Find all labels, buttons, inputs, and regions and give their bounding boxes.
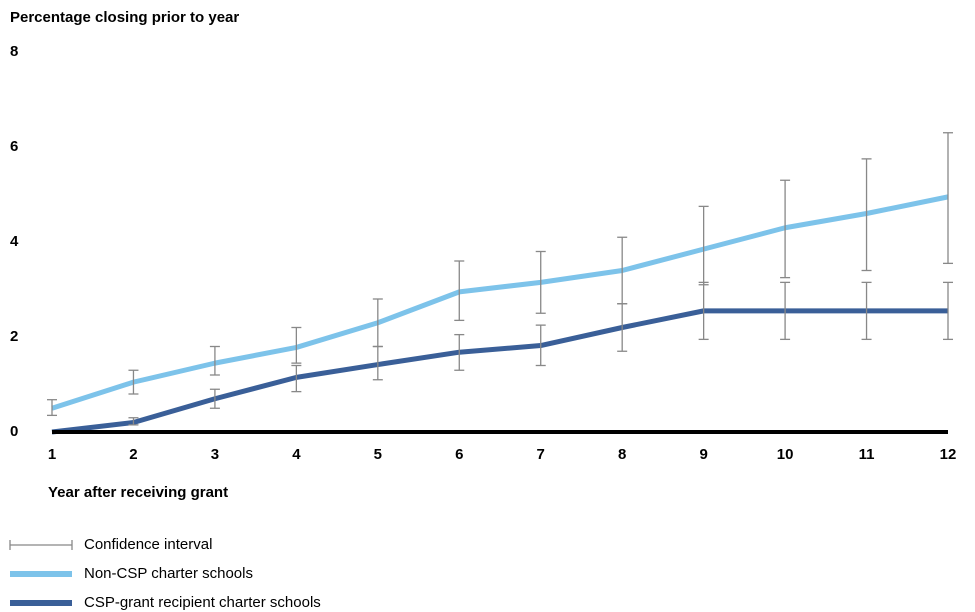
series-line <box>51 194 949 411</box>
error-bar <box>780 281 791 341</box>
x-tick-label: 2 <box>129 446 137 463</box>
y-axis-title: Percentage closing prior to year <box>10 9 239 26</box>
error-bar <box>943 281 953 341</box>
error-bar <box>291 364 302 393</box>
error-bar <box>535 324 546 367</box>
x-tick-label: 7 <box>537 446 545 463</box>
legend-label: CSP-grant recipient charter schools <box>84 594 321 611</box>
x-tick-label: 11 <box>859 446 875 463</box>
x-tick-label: 8 <box>618 446 626 463</box>
error-bar <box>128 417 139 426</box>
error-bar <box>454 260 465 322</box>
error-bar <box>861 158 872 272</box>
error-bar <box>698 205 709 286</box>
error-bar <box>47 399 57 417</box>
x-tick-label: 1 <box>48 446 56 463</box>
y-tick-label: 8 <box>10 43 18 60</box>
y-tick-label: 4 <box>10 233 19 250</box>
error-bar <box>372 345 383 381</box>
y-tick-label: 2 <box>10 328 18 345</box>
x-tick-label: 4 <box>292 446 301 463</box>
error-bar <box>128 369 139 395</box>
error-bar <box>861 281 872 341</box>
x-axis-title: Year after receiving grant <box>48 484 228 501</box>
legend-label: Confidence interval <box>84 536 212 553</box>
error-bar <box>943 132 953 265</box>
error-bar <box>780 179 791 279</box>
y-tick-label: 0 <box>10 423 18 440</box>
error-bar <box>535 250 546 314</box>
y-tick-label: 6 <box>10 138 18 155</box>
error-bar <box>454 333 465 371</box>
x-tick-label: 12 <box>940 446 957 463</box>
error-bar <box>291 326 302 364</box>
x-tick-label: 9 <box>699 446 707 463</box>
error-bar <box>617 303 628 352</box>
error-bar <box>209 345 220 376</box>
x-tick-label: 5 <box>374 446 382 463</box>
error-bar <box>698 281 709 341</box>
x-tick-label: 3 <box>211 446 219 463</box>
error-bar <box>209 388 220 409</box>
series-line <box>51 308 948 435</box>
x-tick-label: 10 <box>777 446 794 463</box>
legend-label: Non-CSP charter schools <box>84 565 253 582</box>
x-tick-label: 6 <box>455 446 463 463</box>
